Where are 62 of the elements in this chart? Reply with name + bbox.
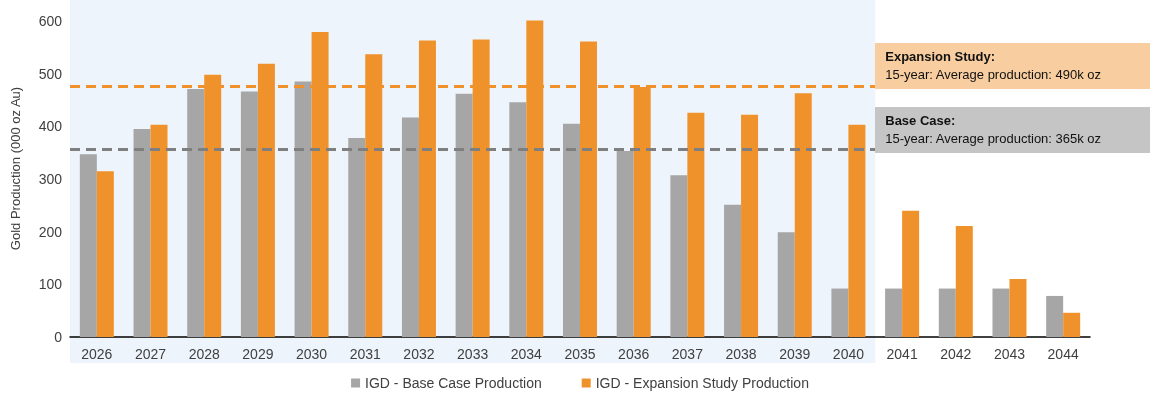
x-tick-label: 2032 — [403, 346, 435, 362]
y-tick-label: 600 — [38, 13, 63, 30]
y-tick-label: 400 — [38, 118, 63, 135]
x-tick-label: 2027 — [134, 346, 167, 362]
bar — [348, 137, 366, 337]
x-tick-label: 2035 — [564, 346, 596, 362]
bar — [616, 151, 634, 337]
bar — [938, 288, 956, 337]
y-axis-title: Gold Production (000 oz Au) — [8, 86, 23, 251]
x-tick-label: 2029 — [242, 346, 274, 362]
bar — [240, 91, 258, 337]
callout-box: Base Case: 15-year: Average production: 365k oz — [875, 106, 1151, 153]
bar — [848, 124, 866, 337]
x-tick-label: 2039 — [779, 346, 811, 362]
x-tick-label: 2028 — [188, 346, 220, 362]
x-tick-label: 2033 — [457, 346, 489, 362]
bar — [670, 175, 688, 337]
legend-label: IGD - Base Case Production — [365, 375, 542, 391]
bar — [794, 93, 812, 337]
x-tick-label: 2026 — [81, 346, 113, 362]
bar — [992, 288, 1010, 337]
x-tick-label: 2044 — [1047, 346, 1079, 362]
x-tick-label: 2041 — [886, 346, 918, 362]
annotation: Base Case: 15-year: Average production: 365k oz — [885, 111, 1103, 148]
bar — [885, 288, 903, 337]
bar — [150, 124, 168, 337]
x-tick-label: 2040 — [832, 346, 865, 362]
bar — [401, 117, 419, 337]
bar — [955, 225, 973, 337]
legend-label: IGD - Expansion Study Production — [595, 375, 809, 391]
y-tick-label: 300 — [38, 171, 63, 188]
x-tick-label: 2043 — [993, 346, 1026, 362]
bar — [133, 129, 151, 337]
bar — [509, 102, 527, 337]
y-tick-label: 100 — [38, 276, 63, 293]
annotation: Expansion Study: 15-year: Average production: 490k oz — [885, 47, 1103, 84]
x-tick-label: 2038 — [725, 346, 757, 362]
x-tick-label: 2031 — [349, 346, 382, 362]
bar — [187, 88, 205, 337]
bar — [1046, 295, 1064, 337]
bar — [687, 112, 705, 337]
y-tick-label: 200 — [38, 223, 63, 240]
y-tick-label: 0 — [54, 329, 63, 345]
bar — [724, 204, 742, 337]
x-tick-label: 2030 — [296, 346, 328, 362]
x-tick-label: 2036 — [618, 346, 650, 362]
bar — [831, 288, 849, 337]
x-tick-label: 2034 — [510, 346, 543, 362]
bar — [294, 81, 312, 337]
bar — [777, 232, 795, 337]
bar — [1009, 279, 1027, 337]
bar — [902, 210, 920, 337]
bar — [455, 93, 473, 337]
x-tick-label: 2037 — [671, 346, 704, 362]
callout-box: Expansion Study: 15-year: Average production: 490k oz — [875, 42, 1151, 89]
bar — [1063, 312, 1081, 337]
x-tick-label: 2042 — [940, 346, 972, 362]
bar — [741, 114, 759, 337]
y-tick-label: 500 — [38, 65, 63, 82]
bar — [79, 154, 97, 337]
bar — [96, 171, 114, 337]
bar — [563, 123, 580, 337]
